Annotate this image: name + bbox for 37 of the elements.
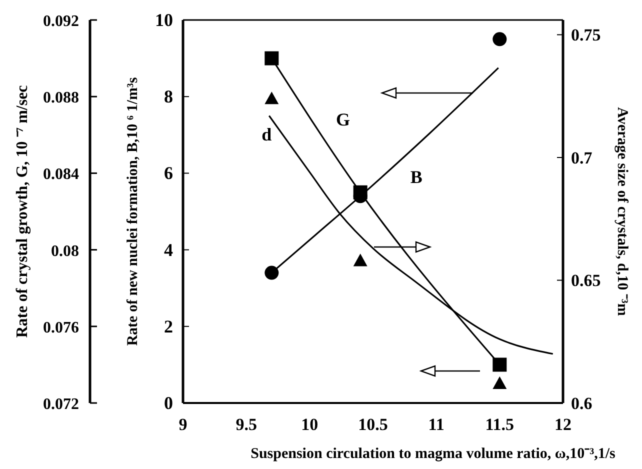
- x-tick-label: 9: [178, 415, 188, 434]
- text: B: [410, 167, 422, 188]
- y-tick-label: 10: [155, 10, 173, 30]
- x-axis-title: Suspension circulation to magma volume ratio, ω,10⁻³,1/s: [250, 446, 616, 462]
- y3-axis-title: Rate of crystal growth, G, 10 ⁻⁷ m/sec: [14, 85, 31, 338]
- point: [264, 92, 279, 104]
- y3-tick-label: 0.076: [43, 319, 79, 336]
- point: [492, 376, 507, 389]
- y2-tick-label: 0.65: [571, 271, 601, 290]
- y3-tick-label: 0.088: [43, 90, 79, 107]
- y-tick-label: 4: [164, 240, 173, 260]
- series-label: d: [262, 124, 272, 145]
- x-tick-label: 11.5: [485, 415, 514, 434]
- series-label: G: [336, 109, 350, 130]
- y3-tick-label: 0.072: [43, 396, 79, 413]
- x-tick-label: 10.5: [358, 415, 388, 434]
- x-tick-label: 11: [428, 415, 444, 434]
- y3-tick-label: 0.084: [43, 166, 79, 184]
- point: [353, 254, 368, 266]
- y3-tick-label: 0.092: [43, 13, 79, 30]
- y-axis-title: Rate of new nuclei formation, B,10 ⁶ 1/m³s: [125, 77, 141, 346]
- y-tick-label: 0: [164, 393, 173, 413]
- point: [492, 32, 507, 46]
- y2-axis-title: Average size of crystals, d,10 ⁻³m: [614, 107, 630, 316]
- point: [264, 266, 279, 280]
- point: [264, 51, 279, 66]
- y3-tick-label: 0.08: [51, 242, 79, 260]
- y2-tick-label: 0.75: [571, 26, 601, 45]
- y-tick-label: 6: [164, 163, 173, 184]
- y-tick-label: 8: [164, 86, 173, 107]
- y2-tick-label: 0.6: [571, 394, 592, 413]
- y-tick-label: 2: [164, 316, 173, 336]
- y2-tick-label: 0.7: [571, 148, 593, 168]
- x-tick-label: 9.5: [236, 415, 257, 434]
- point: [492, 358, 507, 372]
- x-tick-label: 12: [554, 415, 572, 434]
- x-tick-label: 10: [301, 415, 318, 434]
